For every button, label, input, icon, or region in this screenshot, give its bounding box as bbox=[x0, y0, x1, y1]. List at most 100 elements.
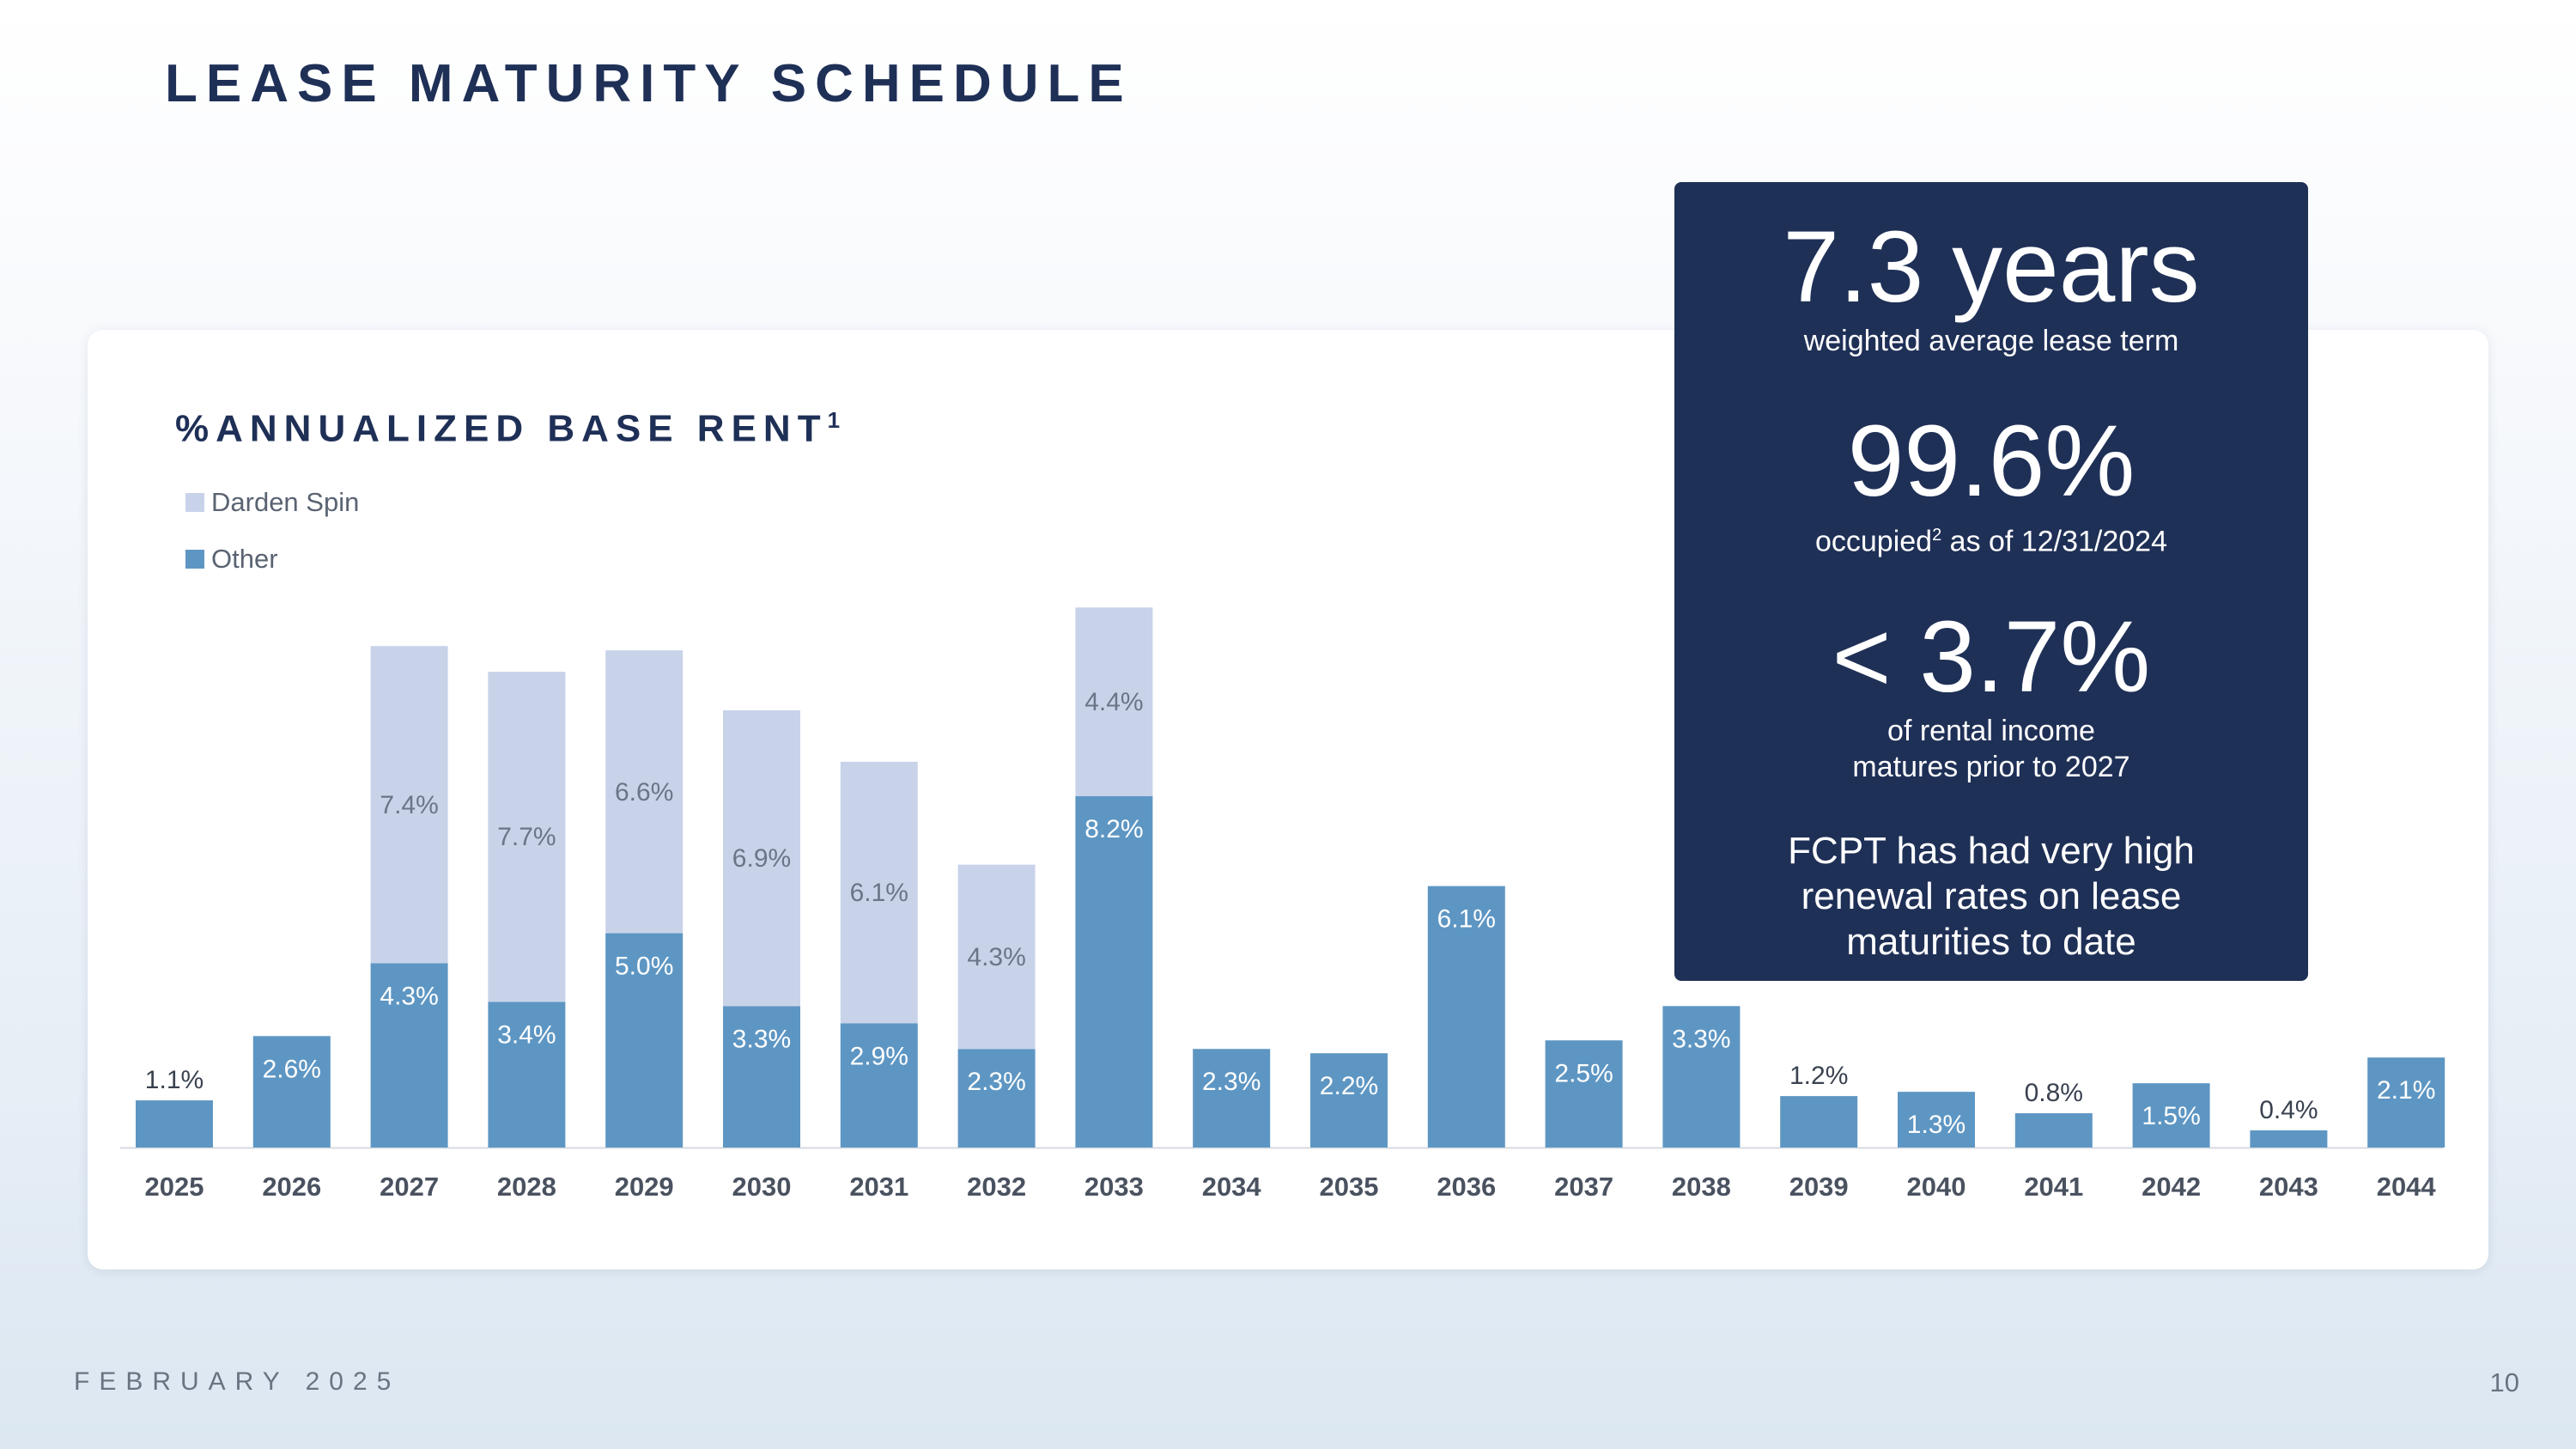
x-tick-label-2026: 2026 bbox=[262, 1172, 321, 1202]
bar-other-2028 bbox=[488, 1002, 566, 1148]
data-label-other-2044: 2.1% bbox=[2377, 1076, 2435, 1105]
data-label-other-2042: 1.5% bbox=[2142, 1102, 2200, 1130]
bar-other-2043 bbox=[2250, 1130, 2328, 1148]
x-tick-label-2032: 2032 bbox=[967, 1172, 1026, 1202]
bar-other-2033 bbox=[1075, 795, 1153, 1148]
x-tick-label-2037: 2037 bbox=[1554, 1172, 1613, 1202]
x-tick-label-2031: 2031 bbox=[849, 1172, 908, 1202]
bar-darden-spin-2033 bbox=[1075, 607, 1153, 796]
chart-title: %ANNUALIZED BASE RENT1 bbox=[175, 407, 840, 451]
x-tick-label-2033: 2033 bbox=[1084, 1172, 1144, 1202]
data-label-other-2038: 3.3% bbox=[1672, 1025, 1730, 1053]
x-tick-label-2042: 2042 bbox=[2142, 1172, 2201, 1202]
x-tick-label-2036: 2036 bbox=[1437, 1172, 1496, 1202]
data-label-other-2043: 0.4% bbox=[2259, 1096, 2318, 1124]
x-tick-label-2041: 2041 bbox=[2024, 1172, 2083, 1202]
legend-item-other: Other bbox=[185, 531, 359, 588]
maturity-value: < 3.7% bbox=[1832, 600, 2151, 714]
bar-other-2031 bbox=[840, 1023, 918, 1148]
x-tick-label-2025: 2025 bbox=[145, 1172, 204, 1202]
renewal-note-line2: renewal rates on lease bbox=[1801, 875, 2182, 917]
data-label-other-2027: 4.3% bbox=[380, 982, 438, 1010]
legend-item-darden-spin: Darden Spin bbox=[185, 474, 359, 531]
bar-other-2034 bbox=[1193, 1049, 1271, 1148]
chart-title-footnote: 1 bbox=[827, 407, 841, 433]
bar-darden-spin-2028 bbox=[488, 672, 566, 1002]
page-title: LEASE MATURITY SCHEDULE bbox=[165, 54, 1133, 113]
chart-title-text: %ANNUALIZED BASE RENT bbox=[175, 407, 828, 450]
lease-term-value: 7.3 years bbox=[1783, 210, 2200, 324]
data-label-other-2033: 8.2% bbox=[1084, 815, 1143, 843]
data-label-other-2032: 2.3% bbox=[967, 1068, 1025, 1096]
bar-other-2044 bbox=[2367, 1057, 2445, 1148]
lease-term-caption: weighted average lease term bbox=[1803, 325, 2179, 357]
data-label-other-2031: 2.9% bbox=[850, 1042, 908, 1070]
bar-darden-spin-2031 bbox=[840, 761, 918, 1024]
data-label-other-2041: 0.8% bbox=[2025, 1079, 2083, 1107]
data-label-darden-spin-2031: 6.1% bbox=[850, 879, 908, 907]
data-label-other-2029: 5.0% bbox=[615, 953, 673, 981]
data-label-darden-spin-2027: 7.4% bbox=[380, 791, 438, 819]
x-tick-label-2027: 2027 bbox=[380, 1172, 439, 1202]
bar-other-2025 bbox=[136, 1100, 213, 1148]
bar-other-2026 bbox=[252, 1036, 331, 1148]
x-tick-label-2039: 2039 bbox=[1789, 1172, 1849, 1202]
data-label-other-2039: 1.2% bbox=[1789, 1062, 1848, 1090]
bar-other-2035 bbox=[1310, 1053, 1388, 1148]
bar-other-2038 bbox=[1662, 1006, 1741, 1148]
data-label-other-2036: 6.1% bbox=[1437, 905, 1496, 934]
page-number: 10 bbox=[2489, 1367, 2519, 1397]
data-label-darden-spin-2030: 6.9% bbox=[732, 844, 791, 873]
x-tick-label-2038: 2038 bbox=[1672, 1172, 1731, 1202]
x-tick-label-2029: 2029 bbox=[615, 1172, 674, 1202]
bar-other-2027 bbox=[370, 963, 448, 1148]
bar-darden-spin-2029 bbox=[605, 650, 683, 934]
legend-swatch-darden-spin bbox=[185, 493, 204, 512]
data-label-darden-spin-2032: 4.3% bbox=[967, 943, 1025, 971]
data-label-other-2035: 2.2% bbox=[1320, 1072, 1378, 1100]
data-label-other-2034: 2.3% bbox=[1202, 1068, 1261, 1096]
occupancy-caption-post: as of 12/31/2024 bbox=[1941, 525, 2167, 558]
x-tick-label-2028: 2028 bbox=[497, 1172, 556, 1202]
bar-other-2032 bbox=[957, 1049, 1036, 1148]
x-tick-label-2035: 2035 bbox=[1320, 1172, 1379, 1202]
bar-darden-spin-2032 bbox=[957, 864, 1036, 1050]
bar-other-2039 bbox=[1780, 1096, 1858, 1148]
bar-darden-spin-2027 bbox=[370, 646, 448, 964]
renewal-note-line3: maturities to date bbox=[1846, 921, 2136, 963]
lease-term-stat: 7.3 years weighted average lease term bbox=[1674, 216, 2308, 359]
legend-label-other: Other bbox=[211, 544, 278, 574]
chart-legend: Darden Spin Other bbox=[185, 474, 359, 588]
bar-other-2042 bbox=[2132, 1083, 2210, 1148]
maturity-caption-line1: of rental income bbox=[1887, 715, 2095, 747]
legend-label-darden-spin: Darden Spin bbox=[211, 487, 360, 517]
occupancy-footnote: 2 bbox=[1932, 526, 1942, 545]
bar-darden-spin-2030 bbox=[723, 710, 800, 1007]
renewal-note: FCPT has had very high renewal rates on … bbox=[1674, 828, 2308, 965]
bar-other-2037 bbox=[1545, 1040, 1623, 1148]
data-label-other-2028: 3.4% bbox=[497, 1020, 556, 1049]
x-tick-label-2034: 2034 bbox=[1202, 1172, 1262, 1202]
bar-other-2029 bbox=[605, 933, 683, 1148]
bar-other-2041 bbox=[2014, 1113, 2093, 1148]
data-label-other-2030: 3.3% bbox=[732, 1025, 791, 1053]
x-tick-label-2030: 2030 bbox=[732, 1172, 792, 1202]
occupancy-stat: 99.6% occupied2 as of 12/31/2024 bbox=[1674, 411, 2308, 559]
data-label-darden-spin-2028: 7.7% bbox=[497, 823, 556, 851]
footer-date: FEBRUARY 2025 bbox=[74, 1367, 401, 1396]
data-label-other-2040: 1.3% bbox=[1907, 1111, 1965, 1139]
data-label-other-2025: 1.1% bbox=[145, 1066, 204, 1094]
occupancy-caption: occupied2 as of 12/31/2024 bbox=[1674, 517, 2308, 559]
maturity-stat: < 3.7% of rental income matures prior to… bbox=[1674, 606, 2308, 785]
maturity-caption-line2: matures prior to 2027 bbox=[1852, 751, 2130, 783]
occupancy-caption-pre: occupied bbox=[1814, 525, 1933, 558]
data-label-darden-spin-2033: 4.4% bbox=[1084, 688, 1143, 716]
x-tick-label-2040: 2040 bbox=[1907, 1172, 1966, 1202]
renewal-note-line1: FCPT has had very high bbox=[1788, 830, 2195, 872]
legend-swatch-other bbox=[185, 550, 204, 569]
bar-other-2040 bbox=[1898, 1092, 1975, 1148]
bar-other-2036 bbox=[1427, 886, 1505, 1148]
occupancy-value: 99.6% bbox=[1847, 405, 2136, 518]
stats-panel: 7.3 years weighted average lease term 99… bbox=[1674, 182, 2308, 981]
